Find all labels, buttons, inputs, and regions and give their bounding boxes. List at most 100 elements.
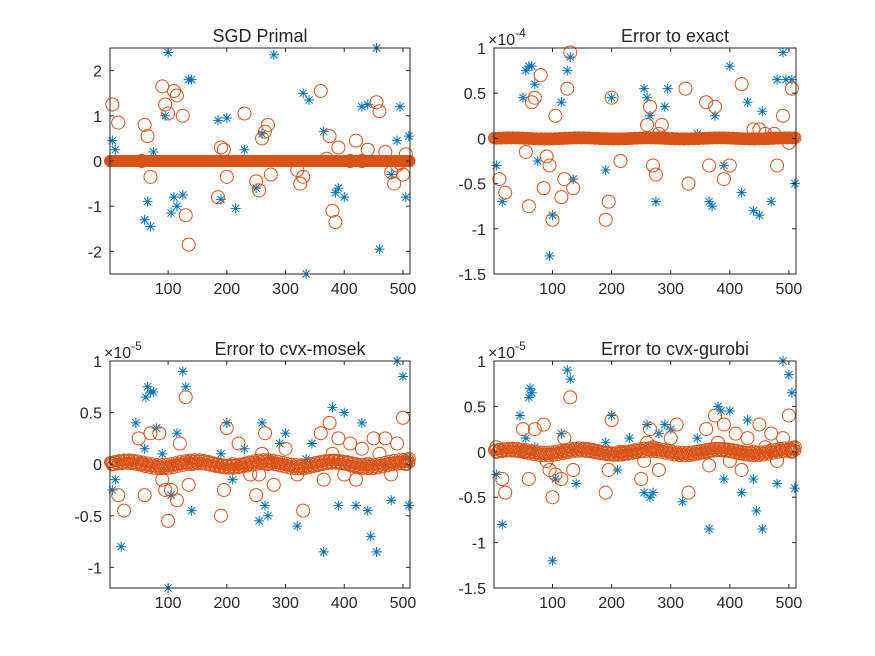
x-tick-label: 500: [390, 595, 417, 612]
data-point-circle: [181, 477, 196, 492]
data-point-circle: [681, 176, 696, 191]
data-point-circle: [216, 142, 231, 157]
data-point-circle: [688, 446, 701, 459]
data-point-asterisk: [556, 428, 567, 439]
data-point-circle: [140, 129, 155, 144]
data-point-asterisk: [365, 531, 376, 542]
data-point-asterisk: [257, 417, 268, 428]
data-point-asterisk: [497, 196, 508, 207]
data-point-asterisk: [562, 365, 573, 376]
data-point-asterisk: [403, 131, 414, 142]
y-tick-label: -0.5: [74, 509, 102, 526]
data-point-asterisk: [526, 387, 537, 398]
data-point-asterisk: [171, 201, 182, 212]
data-point-asterisk: [786, 387, 797, 398]
data-point-circle: [395, 167, 410, 182]
data-point-circle: [645, 440, 660, 455]
data-point-asterisk: [526, 61, 537, 72]
axes-1: 100 200 300 400 500 -2 -1 0 1 2 SGD Primal: [88, 26, 417, 298]
data-point-circle: [767, 126, 782, 141]
data-point-circle: [328, 215, 343, 230]
data-point-asterisk: [227, 474, 238, 485]
data-point-asterisk: [736, 187, 747, 198]
data-point-circle: [134, 457, 149, 472]
data-point-asterisk: [107, 484, 118, 495]
series-circle: [492, 45, 799, 227]
data-point-circle: [255, 131, 270, 146]
data-point-asterisk: [547, 210, 558, 221]
y-exponent-power: -5: [131, 339, 142, 353]
data-point-asterisk: [230, 203, 241, 214]
x-tick-label: 400: [716, 281, 743, 298]
x-tick-label: 300: [657, 595, 684, 612]
data-point-asterisk: [665, 424, 676, 435]
y-exponent-power: -5: [515, 339, 526, 353]
data-point-asterisk: [556, 97, 567, 108]
data-point-circle: [643, 422, 658, 437]
data-point-circle: [161, 513, 176, 528]
data-point-circle: [781, 408, 796, 423]
data-point-asterisk: [757, 106, 768, 117]
data-point-asterisk: [254, 515, 265, 526]
data-point-asterisk: [600, 437, 611, 448]
data-point-asterisk: [571, 478, 582, 489]
data-point-asterisk: [239, 443, 250, 454]
data-point-circle: [252, 467, 267, 482]
y-tick-label: -0.5: [458, 490, 486, 507]
data-point-asterisk: [525, 383, 536, 394]
data-point-asterisk: [333, 183, 344, 194]
data-point-circle: [143, 426, 158, 441]
y-tick-label: 0.5: [80, 406, 102, 423]
data-point-circle: [105, 457, 120, 472]
data-point-circle: [172, 436, 187, 451]
data-point-asterisk: [650, 196, 661, 207]
data-point-asterisk: [148, 386, 159, 397]
data-point-asterisk: [130, 417, 141, 428]
data-point-asterisk: [339, 407, 350, 418]
data-point-circle: [521, 472, 536, 487]
data-point-asterisk: [362, 505, 373, 516]
data-point-asterisk: [142, 381, 153, 392]
data-point-circle: [263, 167, 278, 182]
data-point-circle: [716, 172, 731, 187]
data-point-asterisk: [110, 474, 121, 485]
data-point-asterisk: [704, 523, 715, 534]
axes-3: 100 200 300 400 500-1-0.500.51×10-5 Error to …: [74, 339, 416, 612]
data-point-circle: [545, 490, 560, 505]
data-point-circle: [169, 88, 184, 103]
data-point-circle: [563, 390, 578, 405]
data-point-circle: [372, 446, 387, 461]
data-point-circle: [290, 467, 305, 482]
data-point-circle: [390, 436, 405, 451]
data-point-circle: [784, 81, 799, 96]
data-point-asterisk: [780, 74, 791, 85]
data-point-circle: [634, 472, 649, 487]
y-tick-label: 0: [93, 457, 102, 474]
data-point-circle: [213, 140, 228, 155]
data-point-circle: [651, 462, 666, 477]
data-point-circle: [298, 459, 311, 472]
series-circle-band: [104, 155, 416, 167]
data-point-asterisk: [600, 165, 611, 176]
data-point-circle: [654, 117, 669, 132]
data-point-asterisk: [151, 423, 162, 434]
y-tick-label: 0.5: [464, 86, 486, 103]
data-point-circle: [243, 467, 258, 482]
data-point-asterisk: [645, 492, 656, 503]
data-point-circle: [518, 444, 533, 459]
data-point-circle: [640, 117, 655, 132]
data-point-asterisk: [142, 196, 153, 207]
y-tick-label: -0.5: [458, 177, 486, 194]
data-point-asterisk: [772, 478, 783, 489]
y-tick-label: 1: [93, 109, 102, 126]
data-point-asterisk: [662, 83, 673, 94]
data-point-circle: [645, 158, 660, 173]
data-point-circle: [495, 472, 510, 487]
data-point-asterisk: [639, 83, 650, 94]
data-point-circle: [249, 488, 264, 503]
data-point-asterisk: [213, 115, 224, 126]
data-point-circle: [699, 422, 714, 437]
data-point-circle: [158, 97, 173, 112]
axes-box: [493, 360, 797, 589]
series-circle: [105, 390, 416, 528]
